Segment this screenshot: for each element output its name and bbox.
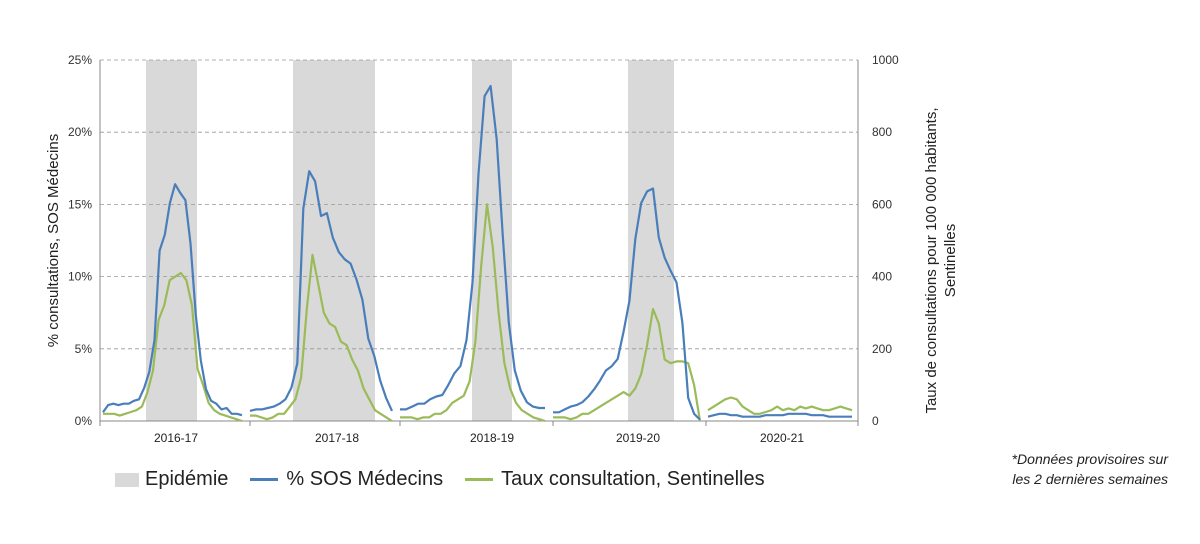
axes [99,60,859,426]
sos-line-2019-20 [553,187,701,421]
gridlines [100,59,858,350]
season-label: 2019-20 [616,431,660,445]
sos-line-2020-21 [707,412,852,418]
left-axis-title: % consultations, SOS Médecins [45,134,62,347]
season-label: 2017-18 [315,431,359,445]
sentinel-line-2020-21 [707,396,853,415]
legend-swatch-sentinel [465,478,494,481]
left-tick-label: 15% [68,197,92,211]
provisional-note: *Données provisoires sur les 2 dernières… [958,449,1168,489]
right-tick-label: 1000 [872,53,899,67]
left-tick-label: 10% [68,270,92,284]
sos-line-2017-18 [249,170,394,412]
legend-label-sos: % SOS Médecins [286,468,444,490]
sos-line-2018-19 [400,84,545,411]
series-lines [102,84,853,423]
note-line-2: les 2 dernières semaines [1012,471,1168,487]
epidemic-shading [146,60,674,421]
sentinel-line-2018-19 [400,203,546,423]
right-tick-label: 200 [872,342,892,356]
right-tick-label: 400 [872,270,892,284]
season-label: 2018-19 [470,431,514,445]
chart: 0% 5% 10% 15% 20% 25% 0 200 400 600 800 1000 2016-17… [45,53,959,445]
legend-label-epidemic: Epidémie [145,468,229,490]
right-tick-label: 800 [872,125,892,139]
left-tick-label: 5% [75,342,93,356]
legend-swatch-sos [250,478,279,481]
legend-item-epidemic: Epidémie [115,468,228,491]
legend-item-sentinel: Taux consultation, Sentinelles [465,468,765,491]
axis-labels: 0% 5% 10% 15% 20% 25% 0 200 400 600 800 1000 2016-17… [45,53,959,445]
right-tick-label: 600 [872,197,892,211]
sentinel-line-2019-20 [553,308,702,422]
legend-label-sentinel: Taux consultation, Sentinelles [501,468,765,490]
right-axis-title-line: Sentinelles [942,224,959,297]
legend: Epidémie % SOS Médecins Taux consultatio… [115,468,787,491]
note-line-1: *Données provisoires sur [1011,451,1168,467]
sos-line-2016-17 [102,183,243,417]
sentinel-line-2016-17 [103,271,243,423]
sentinel-line-2017-18 [250,253,393,422]
legend-item-sos: % SOS Médecins [250,468,443,491]
left-tick-label: 0% [75,414,93,428]
left-tick-label: 25% [68,53,92,67]
right-tick-label: 0 [872,414,879,428]
legend-swatch-epidemic [115,472,139,487]
season-label: 2016-17 [154,431,198,445]
left-tick-label: 20% [68,125,92,139]
right-axis-title-line: Taux de consultations pour 100 000 habit… [923,107,940,413]
season-label: 2020-21 [760,431,804,445]
